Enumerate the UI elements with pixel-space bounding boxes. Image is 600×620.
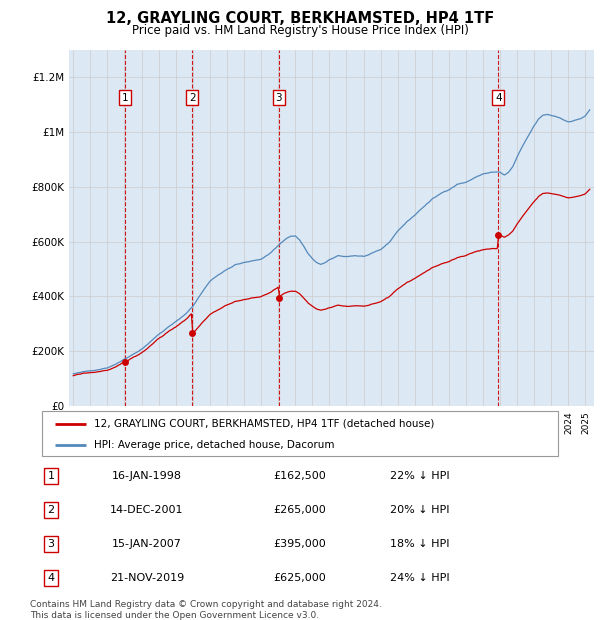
- Text: 4: 4: [495, 93, 502, 103]
- Text: 1: 1: [122, 93, 128, 103]
- Text: 2: 2: [189, 93, 196, 103]
- Text: £625,000: £625,000: [274, 573, 326, 583]
- Text: 2: 2: [47, 505, 55, 515]
- Text: 22% ↓ HPI: 22% ↓ HPI: [390, 471, 450, 481]
- Text: £265,000: £265,000: [274, 505, 326, 515]
- Text: 4: 4: [47, 573, 55, 583]
- Text: £162,500: £162,500: [274, 471, 326, 481]
- Text: 3: 3: [47, 539, 55, 549]
- Text: 16-JAN-1998: 16-JAN-1998: [112, 471, 182, 481]
- Text: 3: 3: [275, 93, 282, 103]
- Text: 15-JAN-2007: 15-JAN-2007: [112, 539, 182, 549]
- Text: £395,000: £395,000: [274, 539, 326, 549]
- Text: HPI: Average price, detached house, Dacorum: HPI: Average price, detached house, Daco…: [94, 440, 334, 450]
- Text: 12, GRAYLING COURT, BERKHAMSTED, HP4 1TF: 12, GRAYLING COURT, BERKHAMSTED, HP4 1TF: [106, 11, 494, 25]
- Text: 14-DEC-2001: 14-DEC-2001: [110, 505, 184, 515]
- Text: 20% ↓ HPI: 20% ↓ HPI: [390, 505, 450, 515]
- Text: 1: 1: [47, 471, 55, 481]
- Text: 24% ↓ HPI: 24% ↓ HPI: [390, 573, 450, 583]
- Text: Price paid vs. HM Land Registry's House Price Index (HPI): Price paid vs. HM Land Registry's House …: [131, 24, 469, 37]
- Text: 21-NOV-2019: 21-NOV-2019: [110, 573, 184, 583]
- Text: Contains HM Land Registry data © Crown copyright and database right 2024.
This d: Contains HM Land Registry data © Crown c…: [30, 600, 382, 619]
- Text: 12, GRAYLING COURT, BERKHAMSTED, HP4 1TF (detached house): 12, GRAYLING COURT, BERKHAMSTED, HP4 1TF…: [94, 418, 434, 428]
- Text: 18% ↓ HPI: 18% ↓ HPI: [390, 539, 450, 549]
